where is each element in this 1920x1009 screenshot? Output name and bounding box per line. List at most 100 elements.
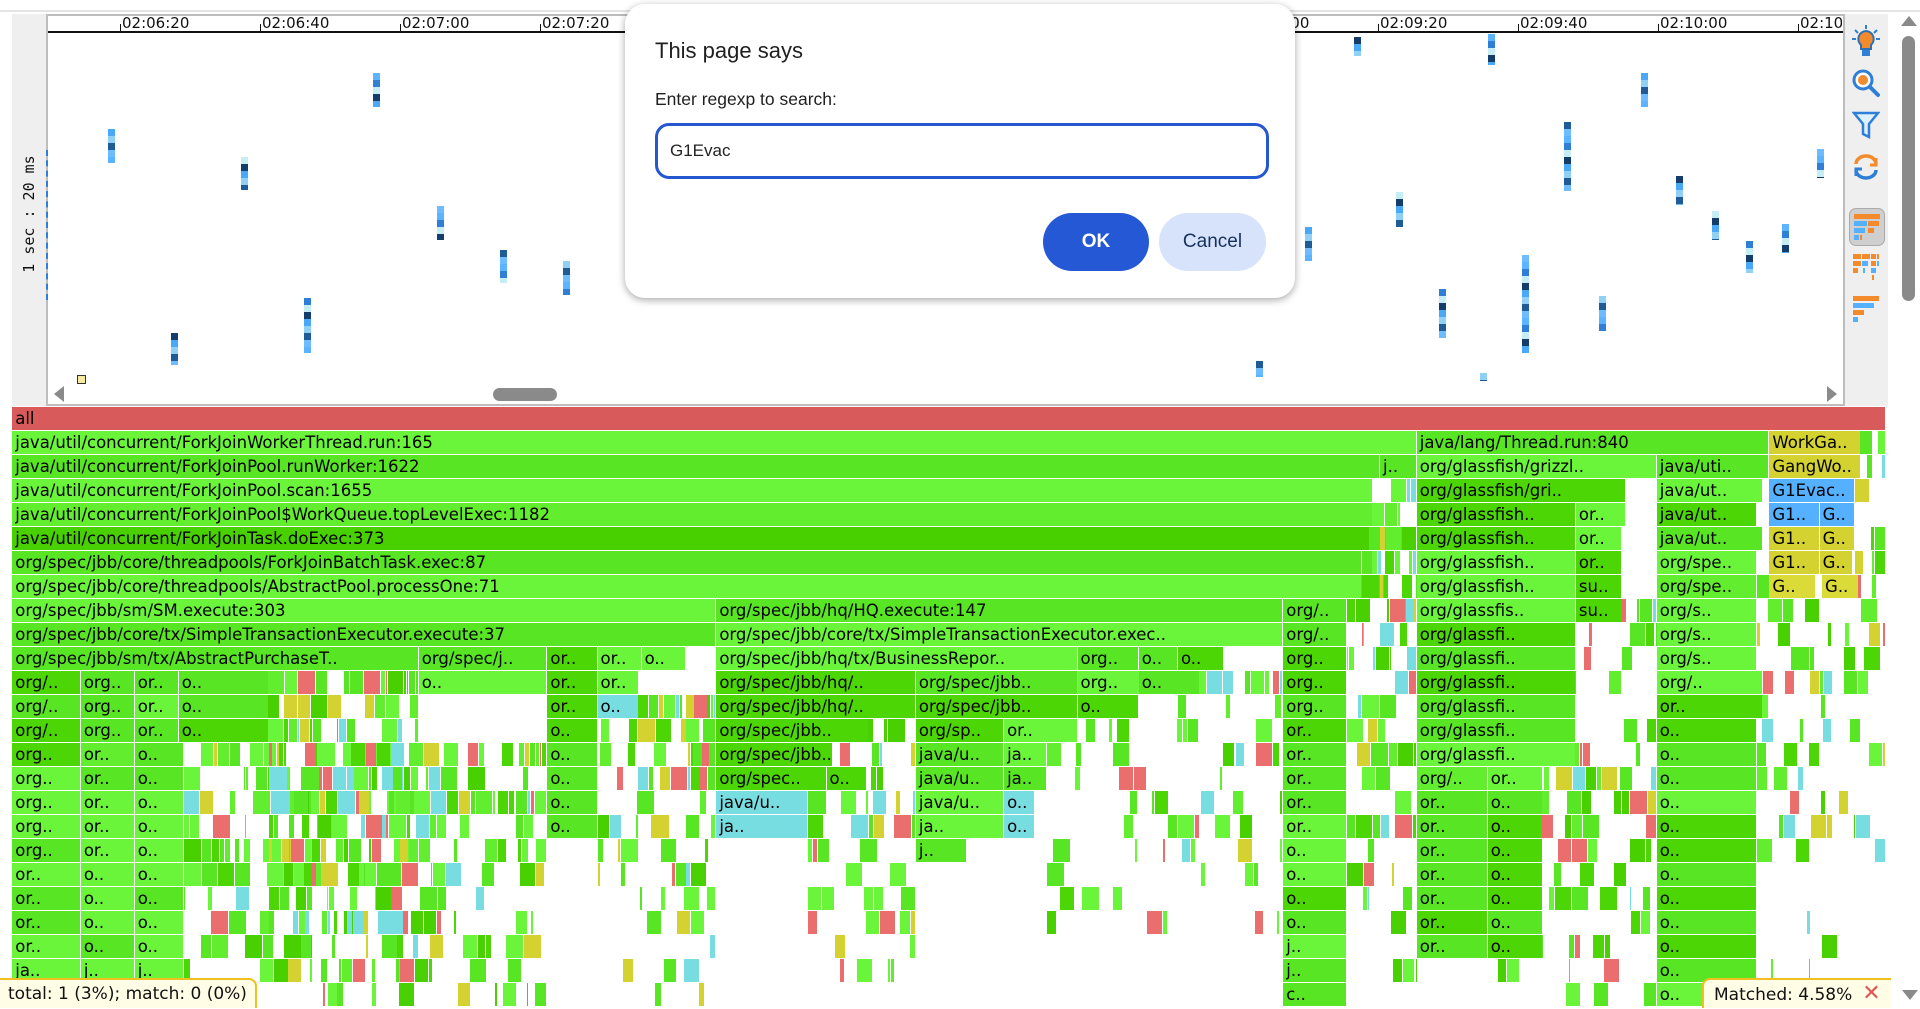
flame-frame[interactable] bbox=[200, 791, 214, 814]
horizontal-scroll-thumb[interactable] bbox=[493, 388, 557, 401]
flame-frame[interactable] bbox=[318, 815, 330, 838]
flame-frame[interactable]: org/spec/jbb/sm/tx/AbstractPurchaseT.. bbox=[12, 647, 418, 670]
flame-frame[interactable] bbox=[835, 935, 845, 958]
heatmap-cell[interactable] bbox=[1305, 255, 1312, 261]
flame-frame[interactable]: or.. bbox=[1417, 887, 1487, 910]
flame-frame[interactable] bbox=[1572, 839, 1587, 862]
flame-frame[interactable] bbox=[1392, 863, 1393, 886]
heatmap-cell[interactable] bbox=[304, 333, 311, 340]
flame-frame[interactable] bbox=[1810, 647, 1814, 670]
flame-frame[interactable] bbox=[1811, 815, 1826, 838]
flame-frame[interactable] bbox=[323, 983, 324, 1006]
flame-frame[interactable] bbox=[382, 935, 397, 958]
flame-frame[interactable] bbox=[359, 791, 369, 814]
flame-frame[interactable]: or.. bbox=[1488, 767, 1542, 790]
flame-frame[interactable]: o.. bbox=[135, 791, 183, 814]
heatmap-cell[interactable] bbox=[1522, 297, 1529, 304]
flame-frame[interactable] bbox=[1402, 575, 1412, 598]
flame-frame[interactable] bbox=[638, 767, 648, 790]
flame-frame[interactable]: org.. bbox=[81, 719, 134, 742]
flame-frame[interactable] bbox=[289, 815, 294, 838]
flame-frame[interactable] bbox=[1622, 791, 1628, 814]
flame-frame[interactable] bbox=[686, 815, 700, 838]
flame-frame[interactable] bbox=[201, 743, 213, 766]
flame-frame[interactable] bbox=[1082, 887, 1098, 910]
flame-frame[interactable]: org/spec/jbb/hq/.. bbox=[716, 671, 915, 694]
flame-frame[interactable]: org/spec/jbb/core/threadpools/AbstractPo… bbox=[12, 575, 1360, 598]
flame-frame[interactable] bbox=[225, 839, 230, 862]
flame-frame[interactable] bbox=[410, 695, 418, 718]
ok-button[interactable]: OK bbox=[1043, 213, 1149, 271]
flame-frame[interactable]: o.. bbox=[547, 815, 596, 838]
flame-frame[interactable] bbox=[298, 695, 310, 718]
flame-frame[interactable] bbox=[321, 839, 326, 862]
flame-frame[interactable]: o.. bbox=[547, 719, 596, 742]
heatmap-cell[interactable] bbox=[563, 282, 570, 289]
heatmap-cell[interactable] bbox=[563, 268, 570, 275]
flame-frame[interactable] bbox=[311, 863, 316, 886]
flame-frame[interactable] bbox=[1391, 479, 1406, 502]
heatmap-cell[interactable] bbox=[241, 185, 248, 190]
flame-frame[interactable] bbox=[598, 863, 601, 886]
flame-frame[interactable] bbox=[896, 791, 900, 814]
flame-frame[interactable] bbox=[1364, 863, 1374, 886]
flame-frame[interactable] bbox=[1855, 551, 1863, 574]
flame-frame[interactable] bbox=[364, 671, 380, 694]
flame-frame[interactable] bbox=[1086, 719, 1095, 742]
heatmap-cell[interactable] bbox=[304, 298, 311, 305]
flame-frame[interactable] bbox=[1648, 791, 1656, 814]
flame-frame[interactable]: G.. bbox=[1820, 551, 1852, 574]
flame-frame[interactable] bbox=[388, 671, 403, 694]
flame-frame[interactable] bbox=[1810, 671, 1819, 694]
flame-frame[interactable] bbox=[1630, 887, 1631, 910]
flame-frame[interactable] bbox=[202, 863, 217, 886]
flame-frame[interactable] bbox=[493, 791, 494, 814]
flame-frame[interactable] bbox=[601, 719, 609, 742]
heatmap-cell[interactable] bbox=[1439, 331, 1446, 338]
flame-frame[interactable] bbox=[353, 911, 363, 934]
heatmap-cell[interactable] bbox=[1641, 94, 1648, 101]
flame-frame[interactable] bbox=[212, 839, 220, 862]
flame-frame[interactable] bbox=[660, 767, 670, 790]
flame-frame[interactable] bbox=[429, 959, 433, 982]
flame-frame[interactable] bbox=[1182, 839, 1191, 862]
flame-frame[interactable] bbox=[1624, 719, 1638, 742]
flame-frame[interactable] bbox=[822, 887, 834, 910]
flame-frame[interactable] bbox=[426, 767, 427, 790]
flame-frame[interactable] bbox=[1255, 911, 1263, 934]
heatmap-cell[interactable] bbox=[1522, 346, 1529, 353]
flame-frame[interactable] bbox=[260, 959, 274, 982]
flame-frame[interactable]: or.. bbox=[12, 863, 80, 886]
flame-frame[interactable] bbox=[872, 743, 880, 766]
heatmap-cell[interactable] bbox=[1817, 170, 1824, 177]
flame-frame[interactable] bbox=[495, 983, 498, 1006]
flame-frame[interactable]: org/.. bbox=[12, 671, 80, 694]
flame-frame[interactable] bbox=[1600, 887, 1616, 910]
flame-frame[interactable] bbox=[1875, 839, 1885, 862]
flame-frame[interactable] bbox=[289, 839, 290, 862]
flame-frame[interactable] bbox=[372, 983, 376, 1006]
heatmap-cell[interactable] bbox=[108, 136, 115, 143]
filter-icon[interactable] bbox=[1849, 108, 1883, 142]
flame-frame[interactable] bbox=[1823, 719, 1831, 742]
flame-frame[interactable] bbox=[1391, 911, 1406, 934]
heatmap-cell[interactable] bbox=[437, 213, 444, 220]
flame-frame[interactable] bbox=[409, 839, 418, 862]
flame-frame[interactable] bbox=[1631, 911, 1640, 934]
flame-frame[interactable]: j.. bbox=[1380, 455, 1416, 478]
heatmap-cell[interactable] bbox=[1439, 310, 1446, 317]
flame-frame[interactable] bbox=[1651, 767, 1656, 790]
flame-frame[interactable] bbox=[884, 719, 887, 742]
heatmap-cell[interactable] bbox=[1599, 310, 1606, 317]
flame-frame[interactable] bbox=[471, 791, 475, 814]
flame-frame[interactable] bbox=[1630, 791, 1647, 814]
flame-frame[interactable] bbox=[298, 719, 299, 742]
flame-frame[interactable]: o.. bbox=[135, 767, 183, 790]
heatmap-cell[interactable] bbox=[1676, 197, 1683, 204]
flame-frame[interactable] bbox=[1275, 695, 1281, 718]
flame-frame[interactable] bbox=[1163, 839, 1164, 862]
flame-frame[interactable] bbox=[301, 767, 318, 790]
flame-frame[interactable] bbox=[1356, 815, 1372, 838]
flame-frame[interactable] bbox=[808, 815, 823, 838]
flame-frame[interactable] bbox=[691, 863, 706, 886]
